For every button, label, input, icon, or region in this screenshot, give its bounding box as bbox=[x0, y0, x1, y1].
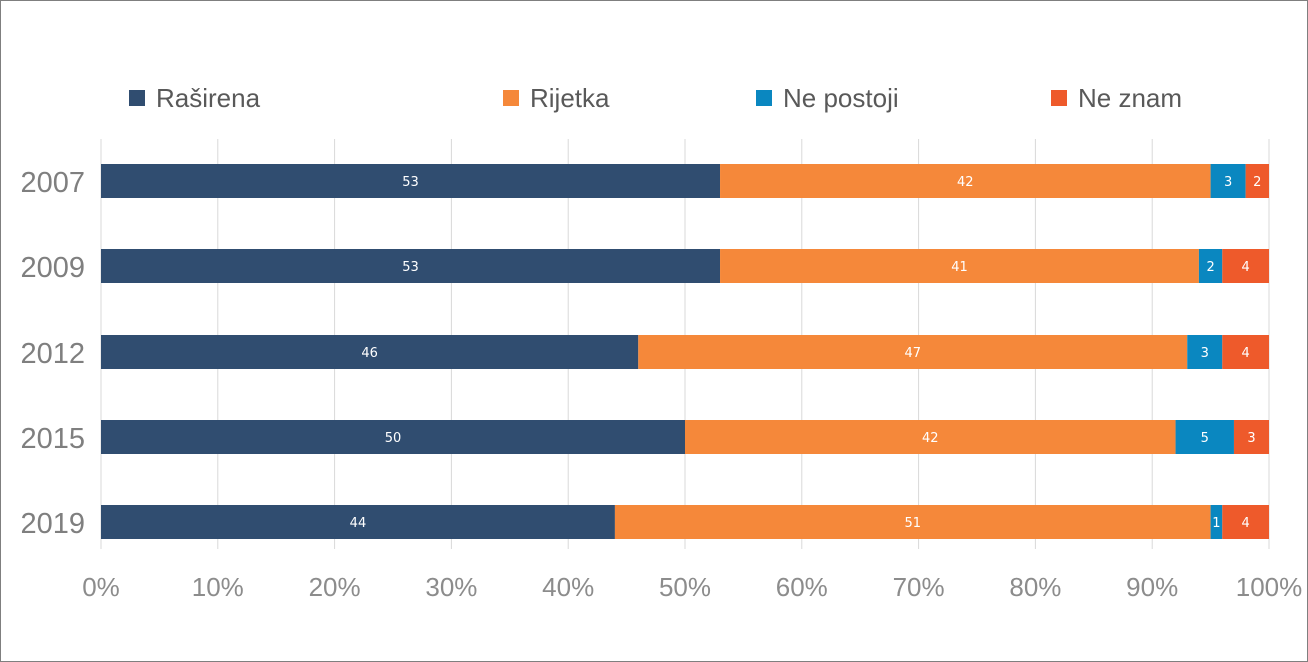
x-tick-label: 20% bbox=[309, 572, 361, 602]
bar-segment bbox=[1233, 420, 1269, 454]
bar-segment bbox=[720, 164, 1211, 198]
legend-swatch bbox=[503, 90, 519, 106]
bar-segment bbox=[1187, 335, 1223, 369]
data-label: 2 bbox=[1253, 175, 1261, 190]
bar-segment bbox=[614, 505, 1211, 539]
x-tick-label: 30% bbox=[425, 572, 477, 602]
bar-segment bbox=[101, 505, 615, 539]
data-label: 53 bbox=[402, 260, 419, 275]
data-label: 42 bbox=[957, 175, 974, 190]
legend-label: Rijetka bbox=[530, 83, 610, 113]
bar-segment bbox=[1245, 164, 1269, 198]
data-label: 4 bbox=[1241, 260, 1249, 275]
data-label: 2 bbox=[1206, 260, 1214, 275]
data-label: 4 bbox=[1241, 346, 1249, 361]
data-label: 44 bbox=[350, 516, 367, 531]
bars: 53 42 3 253 41 2 446 47 3 450 42 5 344 51 1 4 bbox=[101, 164, 1269, 539]
data-label: 1 bbox=[1212, 516, 1220, 531]
bar-segment bbox=[1210, 505, 1223, 539]
data-label: 3 bbox=[1224, 175, 1232, 190]
data-label: 3 bbox=[1201, 346, 1209, 361]
bar-segment bbox=[1222, 335, 1269, 369]
category-label: 2012 bbox=[20, 338, 85, 370]
bar-segment bbox=[720, 249, 1199, 283]
bar-segment bbox=[101, 420, 685, 454]
bar-segment bbox=[101, 335, 639, 369]
x-tick-label: 40% bbox=[542, 572, 594, 602]
bar-segment bbox=[1198, 249, 1223, 283]
category-axis: 2007 2009 2012 2015 2019 bbox=[20, 167, 85, 540]
data-label: 46 bbox=[361, 346, 378, 361]
category-label: 2019 bbox=[20, 508, 85, 540]
x-tick-label: 0% bbox=[82, 572, 120, 602]
data-label: 4 bbox=[1241, 516, 1249, 531]
legend-label: Ne znam bbox=[1078, 83, 1182, 113]
legend-label: Raširena bbox=[156, 83, 261, 113]
data-label: 47 bbox=[904, 346, 921, 361]
x-tick-label: 50% bbox=[659, 572, 711, 602]
legend-swatch bbox=[1051, 90, 1067, 106]
bar-segment bbox=[101, 164, 721, 198]
category-label: 2009 bbox=[20, 252, 85, 284]
data-label: 53 bbox=[402, 175, 419, 190]
data-label: 51 bbox=[904, 516, 921, 531]
legend: Raširena Rijetka Ne postoji Ne znam bbox=[129, 83, 1182, 113]
bar-segment bbox=[638, 335, 1188, 369]
bar-segment bbox=[101, 249, 721, 283]
legend-swatch bbox=[756, 90, 772, 106]
bar-segment bbox=[685, 420, 1176, 454]
data-label: 41 bbox=[951, 260, 968, 275]
bar-segment bbox=[1175, 420, 1234, 454]
x-tick-label: 100% bbox=[1236, 572, 1303, 602]
x-tick-label: 70% bbox=[893, 572, 945, 602]
data-label: 42 bbox=[922, 431, 939, 446]
x-tick-label: 80% bbox=[1009, 572, 1061, 602]
category-label: 2007 bbox=[20, 167, 85, 199]
x-tick-label: 90% bbox=[1126, 572, 1178, 602]
bar-segment bbox=[1222, 249, 1269, 283]
data-label: 3 bbox=[1247, 431, 1255, 446]
legend-label: Ne postoji bbox=[783, 83, 899, 113]
data-label: 50 bbox=[385, 431, 402, 446]
x-axis: 0% 10% 20% 30% 40% 50% 60% 70% 80% 90% 100% bbox=[82, 572, 1302, 602]
bar-segment bbox=[1222, 505, 1269, 539]
x-tick-label: 10% bbox=[192, 572, 244, 602]
category-label: 2015 bbox=[20, 423, 85, 455]
data-label: 5 bbox=[1201, 431, 1209, 446]
legend-swatch bbox=[129, 90, 145, 106]
x-tick-label: 60% bbox=[776, 572, 828, 602]
bar-segment bbox=[1210, 164, 1246, 198]
